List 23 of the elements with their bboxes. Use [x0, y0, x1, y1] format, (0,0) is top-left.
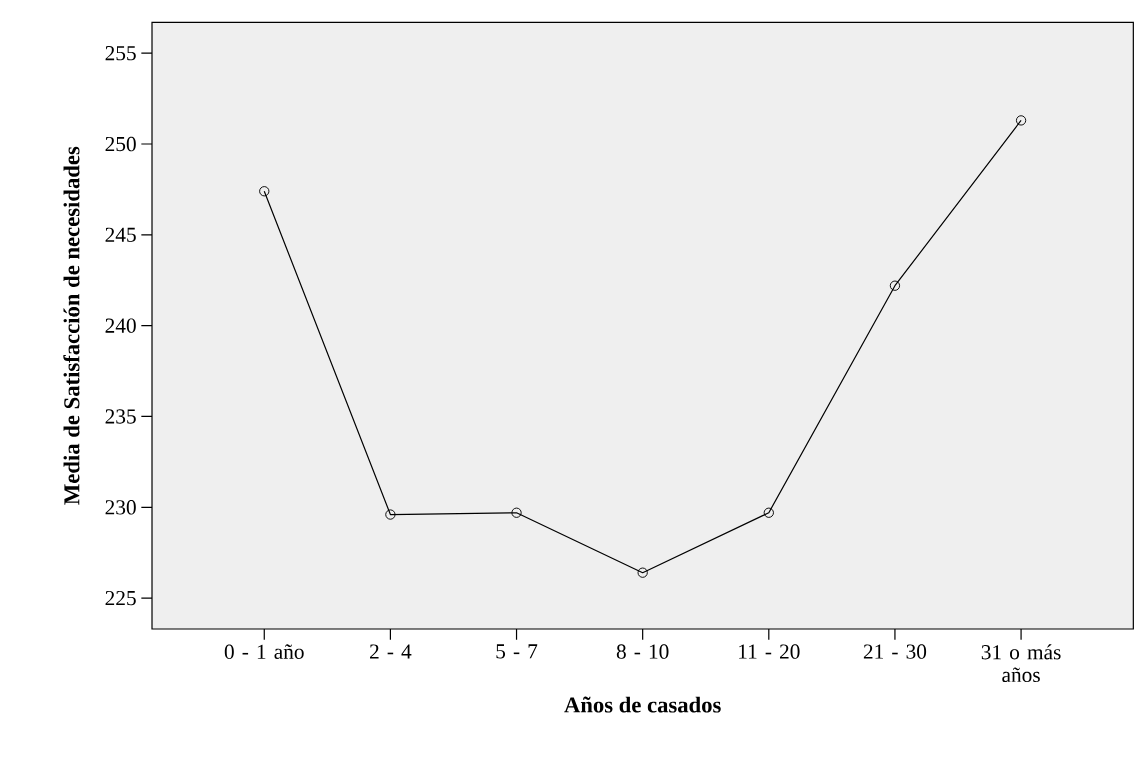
x-tick-label: 11 - 20	[739, 644, 800, 659]
y-tick-label: 230	[105, 500, 136, 515]
point	[511, 507, 522, 518]
point	[637, 567, 648, 578]
x-tick-label: 8 - 10	[616, 644, 669, 659]
x-tick-label: 31 o más años	[981, 644, 1061, 683]
x-tick-label: 0 - 1 año	[224, 644, 304, 659]
x-tick-label: 21 - 30	[863, 644, 927, 659]
y-tick-label: 240	[105, 318, 136, 333]
point	[1015, 115, 1027, 126]
point	[889, 280, 901, 291]
x-tick-label: 2 - 4	[370, 644, 412, 659]
y-tick-label: 225	[105, 590, 136, 606]
point	[385, 509, 396, 520]
y-axis-title: Media de Satisfacción de necesidades	[63, 146, 80, 505]
x-axis-title: Años de casados	[564, 696, 721, 713]
point	[763, 507, 774, 518]
y-tick-label: 255	[105, 46, 136, 61]
x-tick-label: 5 - 7	[496, 644, 538, 659]
y-tick-label: 250	[105, 136, 136, 152]
y-tick-label: 245	[105, 227, 136, 242]
y-tick-label: 235	[105, 409, 136, 424]
point	[259, 186, 270, 197]
